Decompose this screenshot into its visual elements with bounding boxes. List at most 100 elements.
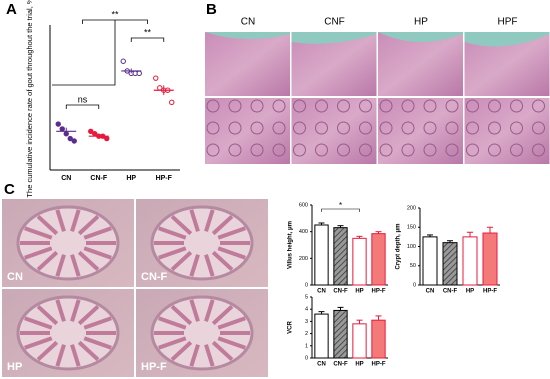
image xyxy=(359,99,372,113)
bar xyxy=(314,313,329,359)
annotation: ns xyxy=(78,94,88,104)
image xyxy=(228,143,242,157)
image xyxy=(70,299,81,322)
image xyxy=(272,121,286,135)
x-tick-label: HP-F xyxy=(483,289,497,295)
image xyxy=(401,143,415,157)
image xyxy=(510,143,523,157)
image xyxy=(170,304,193,326)
image xyxy=(70,209,81,232)
bar xyxy=(442,242,458,286)
image-label: CNF xyxy=(324,17,345,28)
image xyxy=(211,304,234,326)
image xyxy=(36,304,59,326)
image xyxy=(55,209,66,232)
bar xyxy=(482,232,498,286)
image-label: CN-F xyxy=(141,271,168,283)
image xyxy=(423,99,437,113)
image xyxy=(24,226,53,240)
image xyxy=(315,99,328,113)
data-point xyxy=(153,75,159,81)
y-axis-label: The cumulative incidence rate of gout th… xyxy=(25,0,34,198)
bar xyxy=(314,224,329,286)
image xyxy=(423,121,437,135)
image xyxy=(401,99,415,113)
image xyxy=(379,143,393,157)
image xyxy=(205,32,290,96)
image xyxy=(83,316,112,330)
image xyxy=(466,99,479,113)
image xyxy=(488,143,501,157)
image xyxy=(83,246,112,260)
image xyxy=(291,34,377,96)
y-tick-label: 1 xyxy=(305,343,308,349)
y-tick-label: 0 xyxy=(413,282,416,288)
bar xyxy=(371,233,386,286)
image xyxy=(466,121,479,135)
x-tick-label: CN xyxy=(317,362,326,368)
x-tick-label: CN-F xyxy=(443,289,458,295)
image xyxy=(466,143,479,157)
image xyxy=(359,121,372,135)
image xyxy=(77,340,100,362)
image xyxy=(532,99,545,113)
x-tick-label: CN xyxy=(317,289,326,295)
y-tick-label: 400 xyxy=(299,229,308,235)
image-label: HP xyxy=(414,17,428,28)
y-tick-label: 100 xyxy=(407,244,416,250)
image xyxy=(55,344,66,367)
image xyxy=(445,121,459,135)
image xyxy=(379,99,393,113)
image xyxy=(315,143,328,157)
y-tick-label: 600 xyxy=(299,202,308,208)
image xyxy=(293,121,306,135)
bracket xyxy=(52,20,116,86)
image xyxy=(158,226,187,240)
image xyxy=(337,99,350,113)
x-tick-label: HP-F xyxy=(156,175,173,182)
image xyxy=(205,98,290,164)
image xyxy=(83,336,112,350)
annotation: ** xyxy=(144,27,152,37)
image xyxy=(204,344,215,367)
image xyxy=(217,226,246,240)
panel-label: B xyxy=(206,1,217,18)
image xyxy=(291,98,377,164)
image xyxy=(189,344,200,367)
data-point xyxy=(88,128,94,135)
image xyxy=(379,121,393,135)
y-tick-label: 0 xyxy=(305,355,308,361)
y-axis-label: Villus height, μm xyxy=(288,221,294,269)
y-tick-label: 200 xyxy=(299,256,308,262)
image xyxy=(158,336,187,350)
image-label: HP xyxy=(7,361,22,373)
image xyxy=(77,250,100,272)
data-point xyxy=(169,99,175,106)
image xyxy=(337,143,350,157)
image xyxy=(250,99,264,113)
image xyxy=(70,254,81,277)
x-tick-label: HP-F xyxy=(372,289,386,295)
data-point xyxy=(67,135,73,142)
image xyxy=(293,99,306,113)
y-tick-label: 5 xyxy=(305,294,308,300)
x-tick-label: CN xyxy=(61,175,71,182)
image xyxy=(464,34,550,96)
image xyxy=(378,32,463,96)
significance-bracket xyxy=(130,37,165,42)
image xyxy=(401,121,415,135)
significance-bracket xyxy=(65,104,100,109)
image xyxy=(206,143,220,157)
image xyxy=(24,316,53,330)
significance-bracket xyxy=(321,208,360,212)
data-point xyxy=(136,70,142,77)
bar xyxy=(333,309,348,359)
image xyxy=(189,254,200,277)
image xyxy=(464,98,550,164)
image xyxy=(170,340,193,362)
data-point xyxy=(120,58,126,64)
image xyxy=(211,340,234,362)
image xyxy=(211,250,234,272)
histology-b: CN CNF HP HPF xyxy=(205,17,550,164)
image xyxy=(211,214,234,236)
